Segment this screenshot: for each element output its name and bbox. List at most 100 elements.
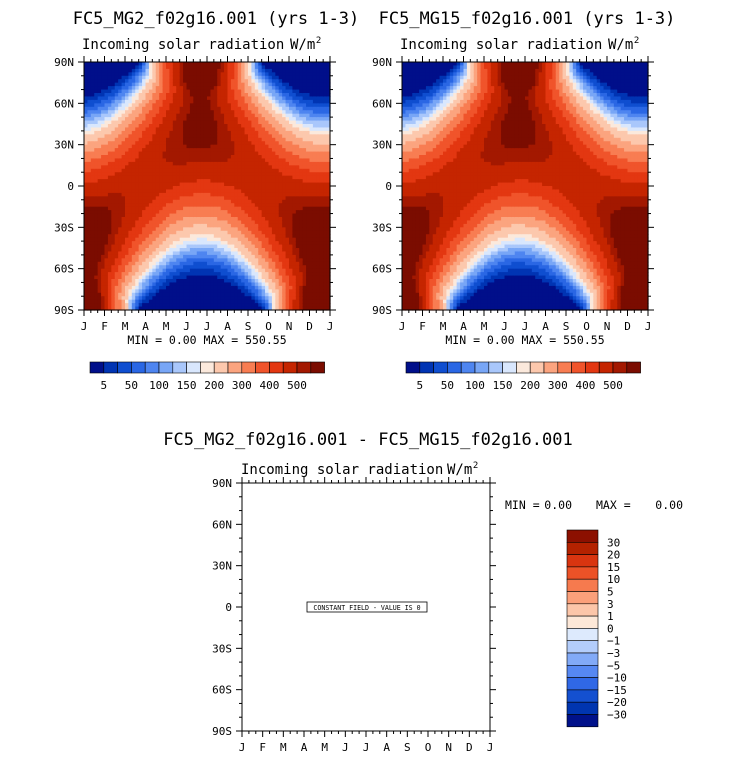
heatmap-cell (224, 268, 229, 273)
heatmap-cell (118, 151, 123, 156)
heatmap-cell (189, 285, 194, 290)
heatmap-cell (183, 130, 188, 135)
heatmap-cell (234, 248, 239, 253)
heatmap-cell (107, 196, 112, 201)
heatmap-cell (193, 199, 198, 204)
heatmap-cell (282, 72, 287, 77)
heatmap-cell (285, 113, 290, 118)
heatmap-cell (87, 103, 92, 108)
heatmap-cell (224, 155, 229, 160)
heatmap-cell (241, 254, 246, 259)
heatmap-cell (145, 306, 150, 311)
heatmap-cell (97, 120, 102, 125)
heatmap-cell (90, 175, 95, 180)
heatmap-cell (230, 62, 235, 67)
heatmap-cell (87, 220, 92, 225)
heatmap-cell (282, 272, 287, 277)
heatmap-cell (145, 134, 150, 139)
heatmap-cell (169, 179, 174, 184)
heatmap-cell (289, 275, 294, 280)
heatmap-cell (234, 206, 239, 211)
heatmap-cell (258, 172, 263, 177)
heatmap-cell (189, 79, 194, 84)
heatmap-cell (90, 303, 95, 308)
heatmap-cell (237, 275, 242, 280)
heatmap-cell (94, 144, 99, 149)
heatmap-field (84, 62, 331, 311)
heatmap-cell (275, 268, 280, 273)
heatmap-cell (169, 161, 174, 166)
heatmap-cell (125, 120, 130, 125)
heatmap-cell (254, 93, 259, 98)
heatmap-cell (111, 75, 116, 80)
heatmap-cell (289, 186, 294, 191)
heatmap-cell (104, 155, 109, 160)
heatmap-cell (265, 124, 270, 129)
heatmap-cell (155, 148, 160, 153)
heatmap-cell (176, 93, 181, 98)
heatmap-cell (306, 289, 311, 294)
heatmap-cell (309, 127, 314, 132)
heatmap-cell (213, 299, 218, 304)
heatmap-cell (278, 151, 283, 156)
heatmap-cell (183, 182, 188, 187)
heatmap-cell (207, 79, 212, 84)
heatmap-cell (125, 99, 130, 104)
heatmap-cell (302, 72, 307, 77)
heatmap-cell (248, 234, 253, 239)
heatmap-cell (254, 141, 259, 146)
heatmap-cell (306, 248, 311, 253)
heatmap-cell (289, 113, 294, 118)
heatmap-cell (196, 203, 201, 208)
heatmap-cell (193, 182, 198, 187)
heatmap-cell (196, 296, 201, 301)
heatmap-cell (224, 241, 229, 246)
heatmap-cell (183, 65, 188, 70)
heatmap-cell (186, 248, 191, 253)
heatmap-cell (292, 179, 297, 184)
heatmap-cell (176, 110, 181, 115)
heatmap-cell (138, 223, 143, 228)
heatmap-cell (241, 213, 246, 218)
heatmap-cell (152, 96, 157, 101)
heatmap-cell (94, 223, 99, 228)
heatmap-cell (162, 272, 167, 277)
heatmap-cell (309, 241, 314, 246)
heatmap-cell (268, 196, 273, 201)
heatmap-cell (101, 72, 106, 77)
heatmap-cell (176, 99, 181, 104)
heatmap-cell (299, 289, 304, 294)
heatmap-cell (299, 199, 304, 204)
heatmap-cell (90, 117, 95, 122)
heatmap-cell (289, 179, 294, 184)
heatmap-cell (152, 261, 157, 266)
heatmap-cell (138, 79, 143, 84)
heatmap-cell (265, 292, 270, 297)
heatmap-cell (306, 237, 311, 242)
heatmap-cell (234, 62, 239, 67)
heatmap-cell (169, 196, 174, 201)
heatmap-cell (254, 223, 259, 228)
heatmap-cell (312, 148, 317, 153)
heatmap-cell (282, 62, 287, 67)
heatmap-cell (196, 179, 201, 184)
heatmap-cell (84, 230, 89, 235)
heatmap-cell (292, 203, 297, 208)
heatmap-cell (244, 261, 249, 266)
heatmap-cell (114, 234, 119, 239)
heatmap-cell (189, 144, 194, 149)
heatmap-cell (169, 217, 174, 222)
heatmap-cell (265, 189, 270, 194)
heatmap-cell (196, 206, 201, 211)
heatmap-cell (114, 199, 119, 204)
heatmap-cell (312, 75, 317, 80)
heatmap-cell (285, 120, 290, 125)
heatmap-cell (248, 124, 253, 129)
heatmap-cell (118, 137, 123, 142)
heatmap-cell (159, 213, 164, 218)
heatmap-cell (125, 72, 130, 77)
heatmap-cell (189, 151, 194, 156)
heatmap-cell (169, 248, 174, 253)
heatmap-cell (189, 217, 194, 222)
heatmap-cell (87, 192, 92, 197)
